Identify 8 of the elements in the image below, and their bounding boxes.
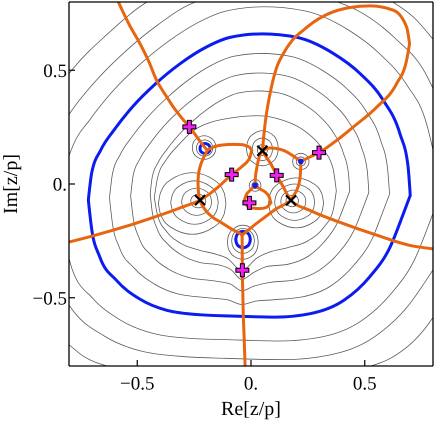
y-axis-title: Im[z/p] <box>0 154 23 214</box>
y-tick-label: 0. <box>52 174 67 196</box>
y-tick-label: 0.5 <box>43 60 67 82</box>
x-tick-label: 0. <box>244 373 258 394</box>
x-tick-label: −0.5 <box>120 373 154 394</box>
x-tick-label: 0.5 <box>352 373 377 394</box>
y-tick-label: −0.5 <box>32 288 67 310</box>
x-axis-title: Re[z/p] <box>220 397 282 421</box>
